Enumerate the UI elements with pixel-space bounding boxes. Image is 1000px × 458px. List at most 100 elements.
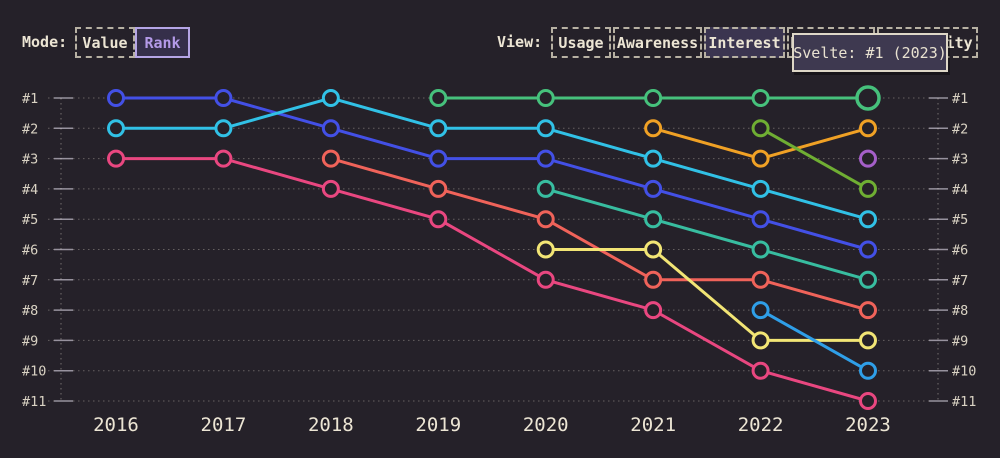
point-azure-2022[interactable]	[751, 301, 770, 320]
rank-label-right-1: #1	[952, 91, 968, 107]
point-magenta-2018[interactable]	[321, 179, 340, 198]
axis-labels: #1 #1 #2 #2 #3 #3 #4 #4 #5 #5 #6 #6 #7 #7 #8 #8 #9 #9 #10 #…	[22, 91, 976, 436]
point-teal-2021[interactable]	[644, 210, 663, 229]
year-label-2021: 2021	[630, 414, 676, 436]
rank-label-left-3: #3	[22, 152, 38, 168]
point-magenta-2019[interactable]	[429, 210, 448, 229]
rank-label-left-11: #11	[22, 394, 46, 410]
point-magenta-2016[interactable]	[107, 149, 125, 168]
point-cyan-2020[interactable]	[536, 119, 555, 138]
mode-button-value[interactable]: Value	[75, 27, 135, 58]
point-svelte-2023[interactable]	[855, 85, 881, 111]
point-magenta-2022[interactable]	[751, 361, 770, 380]
point-violet-2023[interactable]	[859, 149, 877, 168]
point-azure-2023[interactable]	[859, 361, 877, 380]
point-coral-2023[interactable]	[859, 301, 877, 320]
point-blue-2016[interactable]	[107, 89, 125, 107]
point-coral-2019[interactable]	[429, 179, 448, 198]
rank-label-right-8: #8	[952, 303, 968, 319]
point-orange-2022[interactable]	[751, 149, 770, 168]
rank-label-right-11: #11	[952, 394, 976, 410]
series-lines	[116, 96, 869, 403]
point-yellow-2020[interactable]	[536, 240, 555, 259]
point-svelte-2019[interactable]	[429, 89, 448, 107]
point-cyan-2017[interactable]	[214, 119, 233, 138]
point-blue-2017[interactable]	[214, 89, 233, 107]
point-blue-2023[interactable]	[859, 240, 877, 259]
point-cyan-2022[interactable]	[751, 179, 770, 198]
rank-label-right-4: #4	[952, 182, 968, 198]
year-label-2023: 2023	[845, 414, 891, 436]
point-cyan-2019[interactable]	[429, 119, 448, 138]
point-svelte-2020[interactable]	[536, 89, 555, 107]
point-blue-2020[interactable]	[536, 149, 555, 168]
point-teal-2023[interactable]	[859, 270, 877, 289]
line-teal	[545, 187, 869, 282]
point-cyan-2023[interactable]	[859, 210, 877, 229]
point-magenta-2021[interactable]	[644, 301, 663, 320]
rank-label-right-5: #5	[952, 212, 968, 228]
point-orange-2021[interactable]	[644, 119, 663, 138]
year-label-2020: 2020	[523, 414, 569, 436]
line-magenta	[116, 157, 869, 403]
series-points	[107, 85, 881, 410]
view-button-awareness[interactable]: Awareness	[613, 27, 702, 58]
point-svelte-2022[interactable]	[751, 89, 770, 107]
point-cyan-2018[interactable]	[321, 89, 340, 107]
rank-label-left-1: #1	[22, 91, 38, 107]
year-label-2019: 2019	[415, 414, 461, 436]
point-cyan-2016[interactable]	[107, 119, 125, 138]
point-magenta-2023[interactable]	[859, 392, 877, 410]
line-azure	[759, 308, 869, 373]
rank-label-left-9: #9	[22, 333, 38, 349]
rank-label-left-4: #4	[22, 182, 38, 198]
line-blue	[116, 96, 869, 251]
rank-label-right-9: #9	[952, 333, 968, 349]
point-teal-2020[interactable]	[536, 179, 555, 198]
rank-label-left-8: #8	[22, 303, 38, 319]
year-label-2022: 2022	[738, 414, 784, 436]
point-cyan-2021[interactable]	[644, 149, 663, 168]
view-button-interest[interactable]: Interest	[704, 27, 785, 58]
point-svelte-2021[interactable]	[644, 89, 663, 107]
mode-button-rank[interactable]: Rank	[135, 27, 190, 58]
point-orange-2023[interactable]	[859, 119, 877, 138]
rank-label-right-7: #7	[952, 273, 968, 289]
view-label: View:	[497, 33, 543, 51]
rank-label-left-2: #2	[22, 121, 38, 137]
point-coral-2021[interactable]	[644, 270, 663, 289]
point-lime-2022[interactable]	[751, 119, 770, 138]
view-button-usage[interactable]: Usage	[551, 27, 611, 58]
point-magenta-2017[interactable]	[214, 149, 233, 168]
line-coral	[330, 157, 869, 312]
point-yellow-2022[interactable]	[751, 331, 770, 350]
point-magenta-2020[interactable]	[536, 270, 555, 289]
point-coral-2020[interactable]	[536, 210, 555, 229]
point-blue-2018[interactable]	[321, 119, 340, 138]
rank-label-right-10: #10	[952, 364, 976, 380]
rank-label-left-10: #10	[22, 364, 46, 380]
point-coral-2018[interactable]	[321, 149, 340, 168]
point-lime-2023[interactable]	[859, 179, 877, 198]
rank-label-right-2: #2	[952, 121, 968, 137]
rank-label-left-6: #6	[22, 243, 38, 259]
rank-label-left-5: #5	[22, 212, 38, 228]
year-label-2017: 2017	[201, 414, 247, 436]
rank-label-right-3: #3	[952, 152, 968, 168]
year-label-2018: 2018	[308, 414, 354, 436]
point-blue-2021[interactable]	[644, 179, 663, 198]
line-cyan	[116, 96, 869, 221]
chart-tooltip: Svelte: #1 (2023)	[792, 33, 948, 72]
point-yellow-2023[interactable]	[859, 331, 877, 350]
mode-label: Mode:	[22, 33, 68, 51]
line-lime	[759, 126, 869, 191]
point-blue-2019[interactable]	[429, 149, 448, 168]
point-yellow-2021[interactable]	[644, 240, 663, 259]
rank-label-left-7: #7	[22, 273, 38, 289]
point-coral-2022[interactable]	[751, 270, 770, 289]
point-blue-2022[interactable]	[751, 210, 770, 229]
point-teal-2022[interactable]	[751, 240, 770, 259]
year-label-2016: 2016	[93, 414, 139, 436]
